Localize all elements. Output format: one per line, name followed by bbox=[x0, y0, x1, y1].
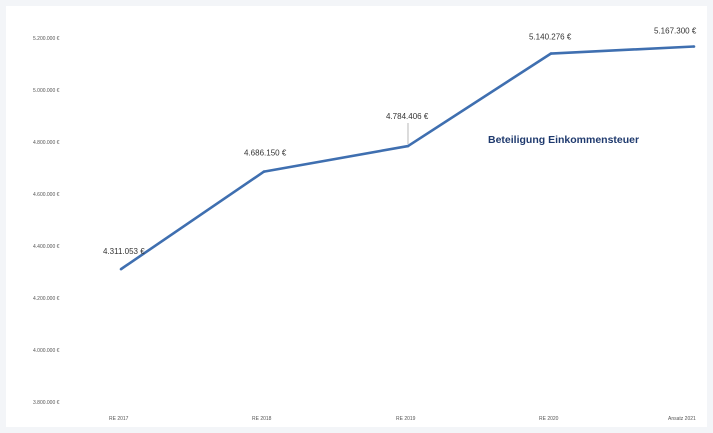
data-point bbox=[692, 45, 696, 48]
y-axis-tick-labels: 3.800.000 € 4.000.000 € 4.200.000 € 4.400.0… bbox=[33, 36, 60, 406]
y-tick-label: 4.200.000 € bbox=[33, 296, 60, 302]
x-tick-label: Ansatz 2021 bbox=[668, 416, 696, 422]
x-tick-label: RE 2019 bbox=[396, 416, 416, 422]
data-label: 4.784.406 € bbox=[386, 112, 429, 121]
x-tick-label: RE 2017 bbox=[109, 416, 129, 422]
x-tick-label: RE 2018 bbox=[252, 416, 272, 422]
data-point bbox=[406, 144, 410, 148]
data-label: 5.167.300 € bbox=[654, 27, 697, 36]
chart-container: 3.800.000 € 4.000.000 € 4.200.000 € 4.400.0… bbox=[6, 6, 707, 427]
data-label: 4.311.053 € bbox=[103, 247, 145, 256]
series-line-group bbox=[119, 45, 696, 271]
line-chart: 3.800.000 € 4.000.000 € 4.200.000 € 4.400.0… bbox=[33, 27, 697, 422]
y-tick-label: 4.400.000 € bbox=[33, 244, 60, 250]
data-point bbox=[262, 170, 266, 173]
y-tick-label: 4.800.000 € bbox=[33, 140, 60, 146]
y-tick-label: 5.200.000 € bbox=[33, 36, 60, 42]
data-label: 4.686.150 € bbox=[244, 149, 287, 158]
x-axis-tick-labels: RE 2017 RE 2018 RE 2019 RE 2020 Ansatz 2021 bbox=[109, 416, 696, 422]
data-label: 5.140.276 € bbox=[529, 33, 572, 42]
y-tick-label: 3.800.000 € bbox=[33, 400, 60, 406]
y-tick-label: 4.600.000 € bbox=[33, 192, 60, 198]
series-line bbox=[120, 45, 695, 271]
y-tick-label: 4.000.000 € bbox=[33, 348, 60, 354]
series-title-label: Beteiligung Einkommensteuer bbox=[488, 134, 639, 146]
x-tick-label: RE 2020 bbox=[539, 416, 559, 422]
data-point bbox=[549, 52, 553, 55]
y-tick-label: 5.000.000 € bbox=[33, 88, 60, 94]
data-labels: 4.311.053 € 4.686.150 € 4.784.406 € 5.140.2… bbox=[103, 27, 697, 257]
data-point bbox=[119, 267, 123, 271]
